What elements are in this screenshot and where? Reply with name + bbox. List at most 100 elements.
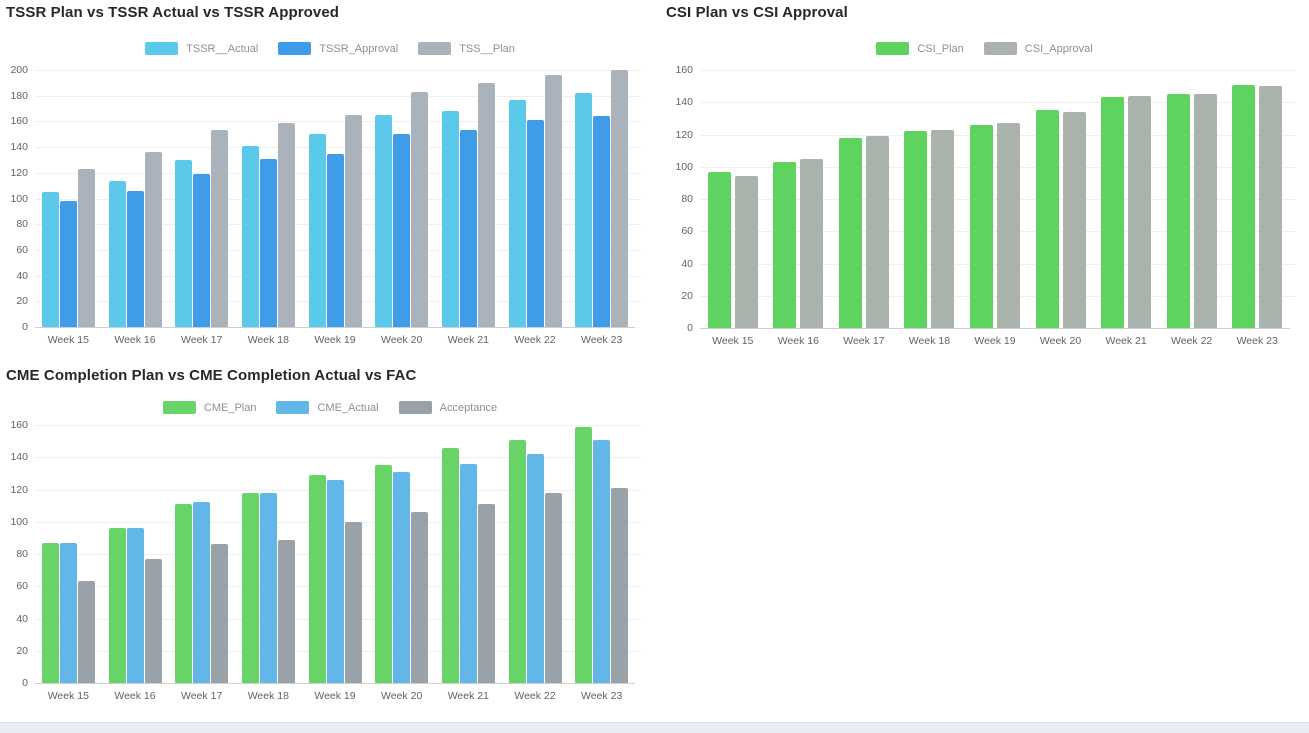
bar-tssr-actual-week-21[interactable] [441, 111, 459, 327]
bar-acceptance-week-18[interactable] [277, 539, 295, 683]
bar-tssr-actual-week-19[interactable] [308, 134, 326, 327]
bottom-scrollbar-track [0, 722, 1309, 733]
legend-label: TSSR_Approval [319, 42, 399, 55]
bar-cme-plan-week-16[interactable] [108, 528, 126, 683]
bar-csi-plan-week-18[interactable] [904, 131, 928, 328]
bar-csi-approval-week-20[interactable] [1062, 111, 1086, 328]
legend-item-cme-actual[interactable]: CME_Actual [276, 401, 379, 414]
x-axis-label-week-19: Week 19 [974, 335, 1016, 347]
x-axis-label-week-23: Week 23 [1236, 335, 1278, 347]
bar-acceptance-week-22[interactable] [544, 492, 562, 683]
y-tick-label: 160 [675, 64, 693, 76]
bar-csi-approval-week-17[interactable] [865, 136, 889, 328]
bar-acceptance-week-17[interactable] [211, 544, 229, 683]
bar-csi-approval-week-23[interactable] [1259, 86, 1283, 328]
bar-cme-plan-week-15[interactable] [41, 542, 59, 683]
bar-tss-plan-week-15[interactable] [77, 168, 95, 327]
bar-acceptance-week-15[interactable] [77, 581, 95, 683]
x-axis-label-week-16: Week 16 [114, 690, 156, 702]
bar-cme-actual-week-21[interactable] [459, 463, 477, 683]
legend-swatch-tssr-approval [278, 42, 312, 55]
bar-acceptance-week-16[interactable] [144, 558, 162, 683]
bar-csi-approval-week-19[interactable] [997, 123, 1020, 328]
y-tick-label: 140 [10, 451, 28, 464]
bar-tssr-actual-week-20[interactable] [375, 114, 393, 327]
bar-tss-plan-week-19[interactable] [344, 114, 362, 327]
y-tick-label: 120 [10, 483, 28, 496]
bar-cme-plan-week-22[interactable] [508, 439, 526, 683]
legend-item-tssr-actual[interactable]: TSSR__Actual [145, 42, 258, 55]
legend-item-csi-plan[interactable]: CSI_Plan [876, 42, 964, 55]
bar-csi-plan-week-20[interactable] [1035, 110, 1059, 328]
bar-cme-plan-week-23[interactable] [575, 426, 593, 683]
bar-tss-plan-week-21[interactable] [477, 82, 495, 327]
y-tick-label: 80 [16, 548, 28, 560]
bar-tssr-approval-week-22[interactable] [526, 120, 544, 327]
bar-cme-actual-week-18[interactable] [259, 492, 277, 683]
bar-tssr-actual-week-15[interactable] [41, 192, 59, 327]
legend-item-acceptance[interactable]: Acceptance [398, 401, 498, 414]
bar-cme-plan-week-21[interactable] [441, 447, 459, 683]
bar-tssr-approval-week-20[interactable] [393, 134, 411, 327]
bar-tss-plan-week-18[interactable] [277, 122, 295, 327]
bar-csi-plan-week-22[interactable] [1166, 94, 1190, 328]
bar-cme-actual-week-23[interactable] [593, 439, 611, 683]
bar-acceptance-week-21[interactable] [477, 504, 495, 683]
bar-csi-approval-week-22[interactable] [1193, 94, 1217, 328]
bar-csi-approval-week-16[interactable] [800, 158, 824, 328]
bar-tssr-actual-week-22[interactable] [508, 99, 526, 327]
legend-label: Acceptance [439, 401, 498, 414]
bar-csi-plan-week-17[interactable] [838, 137, 862, 328]
bar-cme-plan-week-17[interactable] [175, 504, 193, 683]
legend-item-cme-plan[interactable]: CME_Plan [162, 401, 256, 414]
bar-tssr-approval-week-23[interactable] [593, 116, 611, 327]
bar-tssr-approval-week-16[interactable] [126, 190, 144, 327]
bar-acceptance-week-20[interactable] [411, 512, 429, 683]
chart-plot: 0 20 40 60 80 100 120 140 160 180 200 Week 15 Week 1… [10, 64, 641, 346]
bar-tss-plan-week-23[interactable] [611, 70, 629, 327]
x-axis-label-week-23: Week 23 [581, 690, 623, 702]
legend-label: TSS__Plan [459, 42, 515, 55]
bar-tssr-approval-week-17[interactable] [193, 174, 211, 327]
bar-csi-plan-week-16[interactable] [773, 161, 797, 328]
bar-csi-plan-week-21[interactable] [1101, 97, 1125, 328]
bar-csi-approval-week-15[interactable] [734, 176, 758, 328]
bar-tss-plan-week-17[interactable] [211, 130, 229, 327]
bar-tssr-approval-week-15[interactable] [59, 201, 77, 327]
bar-csi-approval-week-21[interactable] [1128, 95, 1152, 328]
legend-item-tss-plan[interactable]: TSS__Plan [418, 42, 515, 55]
y-tick-label: 60 [681, 225, 693, 238]
bar-csi-plan-week-15[interactable] [707, 171, 731, 328]
bar-tssr-actual-week-23[interactable] [575, 93, 593, 327]
y-tick-label: 100 [10, 515, 28, 528]
bar-tssr-approval-week-18[interactable] [259, 158, 277, 327]
bar-cme-plan-week-18[interactable] [241, 492, 259, 683]
bar-acceptance-week-19[interactable] [344, 521, 362, 683]
bar-tssr-actual-week-16[interactable] [108, 180, 126, 327]
bar-cme-plan-week-19[interactable] [308, 475, 326, 683]
bar-csi-approval-week-18[interactable] [931, 129, 955, 328]
bar-csi-plan-week-23[interactable] [1232, 84, 1256, 328]
bar-tssr-approval-week-21[interactable] [459, 130, 477, 327]
bar-csi-plan-week-19[interactable] [970, 124, 993, 328]
bar-cme-actual-week-17[interactable] [193, 502, 211, 683]
bar-tssr-actual-week-17[interactable] [175, 159, 193, 327]
bar-cme-actual-week-22[interactable] [526, 454, 544, 683]
bar-tss-plan-week-22[interactable] [544, 75, 562, 327]
bar-cme-plan-week-20[interactable] [375, 465, 393, 683]
bar-tss-plan-week-20[interactable] [411, 91, 429, 327]
y-tick-label: 20 [16, 644, 28, 657]
bar-cme-actual-week-19[interactable] [326, 479, 344, 683]
bar-cme-actual-week-16[interactable] [126, 528, 144, 683]
legend-item-csi-approval[interactable]: CSI_Approval [983, 42, 1093, 55]
bar-tssr-actual-week-18[interactable] [241, 145, 259, 327]
legend-item-tssr-approval[interactable]: TSSR_Approval [278, 42, 398, 55]
y-tick-label: 0 [22, 321, 28, 333]
bar-cme-actual-week-20[interactable] [393, 471, 411, 683]
legend-swatch-cme-actual [276, 401, 310, 414]
bar-cme-actual-week-15[interactable] [59, 542, 77, 683]
bar-acceptance-week-23[interactable] [611, 487, 629, 683]
x-axis-label-week-22: Week 22 [514, 334, 556, 346]
bar-tss-plan-week-16[interactable] [144, 152, 162, 327]
bar-tssr-approval-week-19[interactable] [326, 153, 344, 327]
